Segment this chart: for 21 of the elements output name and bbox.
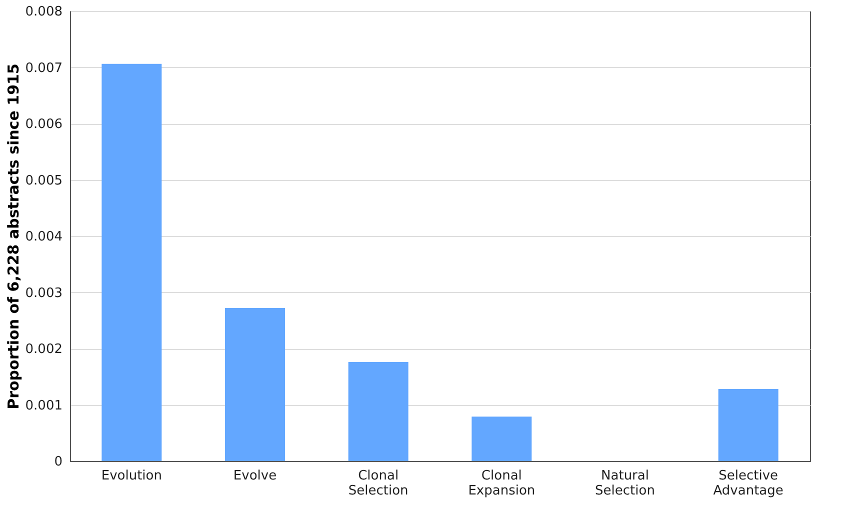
bar bbox=[225, 308, 285, 461]
y-tick-label: 0.006 bbox=[25, 117, 62, 132]
y-tick-label: 0.005 bbox=[25, 173, 62, 188]
x-tick-label: Clonal Expansion bbox=[468, 468, 536, 498]
bar bbox=[718, 389, 778, 461]
x-tick-label: Evolve bbox=[233, 468, 277, 484]
y-axis-title: Proportion of 6,228 abstracts since 1915 bbox=[4, 64, 22, 410]
y-tick-label: 0.007 bbox=[25, 60, 62, 76]
x-tick-label: Natural Selection bbox=[595, 468, 655, 498]
x-tick-label: Clonal Selection bbox=[348, 468, 408, 498]
y-tick-label: 0.003 bbox=[25, 286, 62, 301]
y-tick-label: 0 bbox=[54, 454, 62, 470]
bar bbox=[472, 416, 532, 461]
y-tick-label: 0.002 bbox=[25, 342, 62, 357]
y-tick-label: 0.004 bbox=[25, 230, 62, 244]
x-tick-label: Selective Advantage bbox=[713, 468, 784, 498]
y-tick-label: 0.008 bbox=[25, 4, 62, 20]
bar bbox=[102, 64, 162, 461]
y-tick-label: 0.001 bbox=[25, 398, 62, 414]
bar bbox=[348, 362, 408, 461]
x-tick-label: Evolution bbox=[101, 468, 162, 484]
